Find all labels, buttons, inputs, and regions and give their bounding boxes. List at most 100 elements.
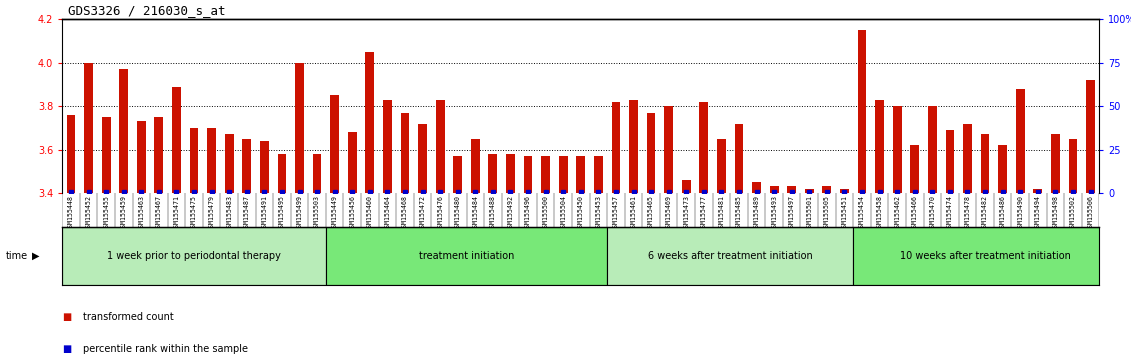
Text: GSM155481: GSM155481 [718,195,724,230]
Bar [489,154,498,193]
Bar [1016,89,1025,193]
Text: GDS3326 / 216030_s_at: GDS3326 / 216030_s_at [68,4,225,17]
Text: GSM155484: GSM155484 [473,195,478,230]
Text: GSM155492: GSM155492 [508,195,513,230]
Bar [770,187,778,193]
Text: GSM155486: GSM155486 [1000,195,1005,230]
Bar [927,106,936,193]
Bar [454,156,463,193]
Text: 1 week prior to periodontal therapy: 1 week prior to periodontal therapy [107,251,280,261]
Text: GSM155497: GSM155497 [788,195,795,230]
Text: GSM155466: GSM155466 [912,195,917,230]
Text: GSM155463: GSM155463 [138,195,145,230]
Bar [470,139,480,193]
Text: GSM155488: GSM155488 [490,195,495,230]
Bar [717,139,726,193]
Bar [734,124,743,193]
Bar [137,121,146,193]
Bar [242,139,251,193]
Text: treatment initiation: treatment initiation [418,251,515,261]
Text: GSM155482: GSM155482 [982,195,988,230]
Text: GSM155489: GSM155489 [753,195,760,230]
Text: GSM155469: GSM155469 [666,195,672,230]
Text: GSM155494: GSM155494 [1035,195,1041,230]
Text: GSM155487: GSM155487 [244,195,250,230]
Text: GSM155472: GSM155472 [420,195,425,230]
Bar [559,156,568,193]
Text: GSM155464: GSM155464 [385,195,390,230]
Text: GSM155485: GSM155485 [736,195,742,230]
Text: GSM155457: GSM155457 [613,195,619,230]
Bar [857,30,866,193]
Text: GSM155498: GSM155498 [1052,195,1059,230]
Text: GSM155490: GSM155490 [1017,195,1024,230]
Text: GSM155493: GSM155493 [771,195,777,230]
Text: GSM155499: GSM155499 [296,195,302,230]
Text: GSM155458: GSM155458 [877,195,882,230]
Text: GSM155461: GSM155461 [630,195,637,230]
Bar [1086,80,1095,193]
Text: GSM155455: GSM155455 [103,195,110,230]
Bar [787,187,796,193]
Text: GSM155460: GSM155460 [366,195,373,230]
Text: GSM155470: GSM155470 [930,195,935,230]
Bar [225,135,234,193]
Bar [172,87,181,193]
Bar [999,145,1007,193]
Bar [875,100,884,193]
Bar [400,113,409,193]
Text: GSM155504: GSM155504 [560,195,567,230]
Bar [647,113,656,193]
Bar [805,189,813,193]
Text: time: time [6,251,28,261]
Bar [365,52,374,193]
Text: GSM155449: GSM155449 [331,195,338,230]
Bar [102,117,111,193]
Text: 6 weeks after treatment initiation: 6 weeks after treatment initiation [648,251,812,261]
Bar [607,227,853,285]
Text: GSM155503: GSM155503 [314,195,320,230]
Text: GSM155474: GSM155474 [947,195,953,230]
Text: GSM155475: GSM155475 [191,195,197,230]
Bar [295,63,304,193]
Bar [326,227,607,285]
Text: GSM155491: GSM155491 [261,195,267,230]
Bar [612,102,620,193]
Bar [682,180,691,193]
Text: GSM155476: GSM155476 [438,195,443,230]
Text: GSM155448: GSM155448 [68,195,74,230]
Text: GSM155478: GSM155478 [965,195,970,230]
Bar [277,154,286,193]
Text: GSM155454: GSM155454 [860,195,865,230]
Bar [67,115,76,193]
Bar [594,156,603,193]
Text: GSM155505: GSM155505 [823,195,830,230]
Text: GSM155456: GSM155456 [349,195,355,230]
Text: GSM155453: GSM155453 [595,195,602,230]
Text: GSM155483: GSM155483 [226,195,232,230]
Bar [892,106,901,193]
Bar [699,102,708,193]
Bar [910,145,920,193]
Text: ■: ■ [62,344,71,354]
Text: GSM155477: GSM155477 [701,195,707,230]
Bar [981,135,990,193]
Bar [330,95,339,193]
Bar [542,156,550,193]
Bar [207,128,216,193]
Bar [1034,189,1042,193]
Text: GSM155495: GSM155495 [279,195,285,230]
Bar [1051,135,1060,193]
Text: GSM155462: GSM155462 [895,195,900,230]
Bar [664,106,673,193]
Text: GSM155479: GSM155479 [208,195,215,230]
Text: transformed count: transformed count [83,312,173,322]
Bar [383,100,391,193]
Bar [853,227,1117,285]
Text: GSM155465: GSM155465 [648,195,654,230]
Bar [155,117,163,193]
Bar [752,182,761,193]
Bar [524,156,533,193]
Bar [629,100,638,193]
Text: GSM155451: GSM155451 [841,195,847,230]
